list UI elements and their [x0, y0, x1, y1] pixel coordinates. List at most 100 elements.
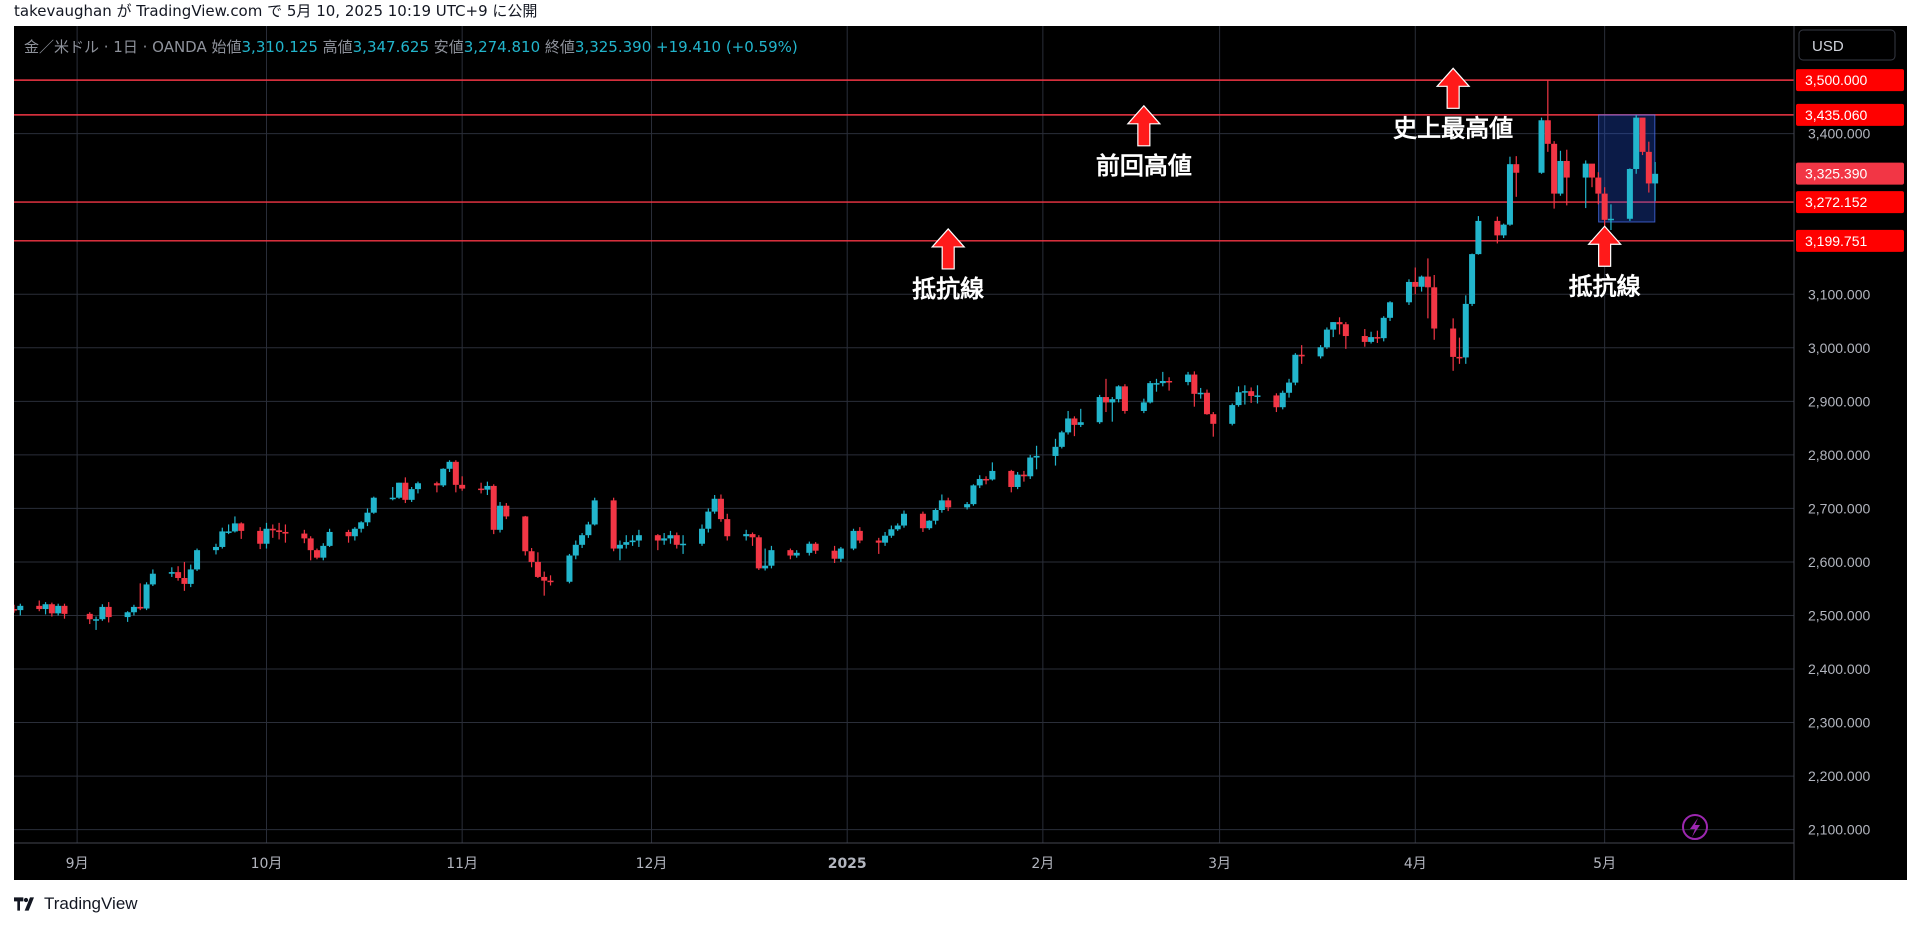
- candle: [812, 542, 819, 554]
- candle: [762, 548, 769, 571]
- candle-body: [1071, 418, 1078, 425]
- candle: [194, 548, 201, 572]
- candle-body: [1014, 474, 1021, 487]
- candle: [414, 481, 421, 494]
- candle: [370, 496, 377, 514]
- candle: [1595, 172, 1602, 205]
- candle-body: [1418, 276, 1425, 287]
- candle: [1450, 318, 1457, 371]
- y-tick-label: 2,800.000: [1808, 447, 1870, 463]
- candle: [1020, 470, 1027, 482]
- chart-panel[interactable]: 史上最高値 前回高値 抵抗線 抵抗線 3,400.000 3,100.000 3,000.…: [14, 26, 1907, 880]
- candle: [282, 524, 289, 543]
- candle: [105, 602, 112, 623]
- candle-body: [882, 535, 889, 543]
- instrument-label: 金／米ドル · 1日 · OANDA: [24, 38, 212, 56]
- y-tick-label: 2,400.000: [1808, 661, 1870, 677]
- candle-body: [793, 552, 800, 556]
- candle: [1109, 397, 1116, 422]
- candle-body: [850, 530, 857, 549]
- last-price-tag: [1796, 162, 1904, 185]
- lightning-icon-ring: [1682, 814, 1708, 840]
- candle-body: [1342, 324, 1349, 337]
- candle: [124, 611, 131, 622]
- candle: [440, 468, 447, 487]
- candle-body: [610, 500, 617, 549]
- candle-body: [970, 485, 977, 505]
- candle: [1538, 117, 1545, 174]
- candle: [231, 516, 238, 533]
- candle-body: [1020, 474, 1027, 477]
- up-arrow-icon: [1435, 67, 1471, 109]
- candle: [1462, 295, 1469, 364]
- tradingview-footer[interactable]: TradingView: [14, 892, 138, 916]
- candle-body: [446, 461, 453, 469]
- candle-body: [55, 605, 62, 614]
- candle-body: [1633, 117, 1640, 169]
- candle-body: [1500, 224, 1507, 236]
- candle-body: [1286, 382, 1293, 393]
- candle-body: [1058, 432, 1065, 447]
- candle: [856, 527, 863, 544]
- candle-body: [654, 535, 661, 541]
- candle-body: [1330, 322, 1337, 330]
- candle-body: [93, 619, 100, 621]
- candle-body: [1279, 392, 1286, 408]
- high-label: 高値: [323, 38, 353, 56]
- candle: [528, 548, 535, 568]
- candle-body: [1582, 163, 1589, 178]
- candle: [93, 616, 100, 630]
- candle-body: [389, 497, 396, 500]
- candle: [629, 535, 636, 546]
- candle: [181, 561, 188, 591]
- candle: [1241, 385, 1248, 405]
- candle: [610, 497, 617, 552]
- candle: [976, 475, 983, 489]
- candle: [1424, 258, 1431, 319]
- candle: [1639, 117, 1646, 156]
- candle: [1418, 275, 1425, 292]
- candle-body: [856, 530, 863, 541]
- candle: [1096, 394, 1103, 424]
- candle: [433, 481, 440, 493]
- annotation-label: 抵抗線: [912, 275, 984, 303]
- candle-body: [812, 543, 819, 551]
- candle: [983, 476, 990, 485]
- candle-body: [661, 538, 668, 541]
- candle-body: [1185, 374, 1192, 383]
- candle-body: [1115, 386, 1122, 400]
- x-tick-label: 10月: [251, 856, 283, 872]
- level-price-label: 3,500.000: [1805, 72, 1867, 88]
- candle: [55, 603, 62, 616]
- candle: [1077, 408, 1084, 428]
- candle: [14, 604, 17, 613]
- candle-body: [282, 531, 289, 534]
- annotation-label: 史上最高値: [1393, 114, 1513, 142]
- candle-body: [187, 569, 194, 584]
- candle-body: [755, 537, 762, 569]
- candle-body: [894, 525, 901, 530]
- candle: [301, 529, 308, 544]
- candle: [1387, 301, 1394, 322]
- candle: [143, 582, 150, 611]
- candle-body: [1387, 302, 1394, 318]
- level-price-label: 3,272.152: [1805, 194, 1867, 210]
- candle: [1431, 274, 1438, 340]
- level-price-label: 3,435.060: [1805, 107, 1867, 123]
- tradingview-brand: TradingView: [44, 894, 138, 913]
- candle-body: [1506, 164, 1513, 225]
- candle: [1557, 150, 1564, 196]
- candle-body: [1147, 383, 1154, 403]
- candle: [42, 602, 49, 615]
- candle: [187, 564, 194, 588]
- candle-body: [124, 612, 131, 618]
- candle-body: [61, 605, 68, 614]
- candle-body: [572, 544, 579, 556]
- candle: [1405, 279, 1412, 305]
- candle-body: [579, 535, 586, 545]
- y-tick-label: 2,700.000: [1808, 500, 1870, 516]
- candle-body: [478, 488, 485, 491]
- candle-body: [547, 580, 554, 583]
- candle: [446, 460, 453, 472]
